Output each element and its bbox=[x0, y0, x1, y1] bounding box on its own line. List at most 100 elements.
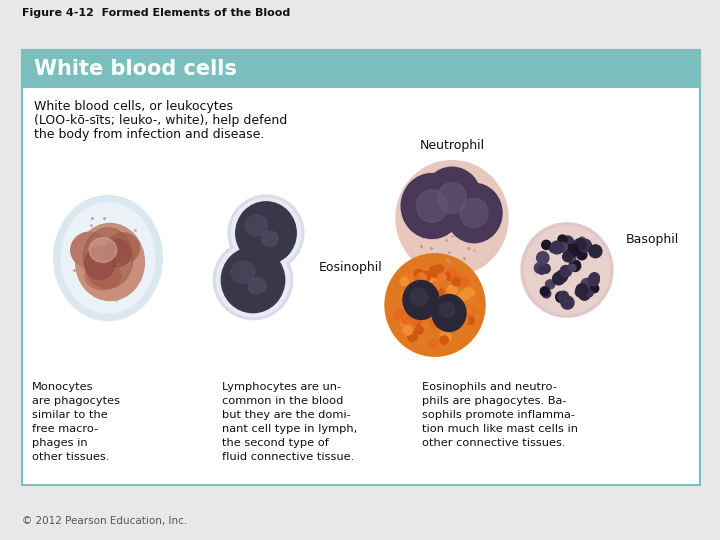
Circle shape bbox=[401, 318, 409, 326]
Ellipse shape bbox=[107, 233, 140, 263]
Circle shape bbox=[413, 318, 420, 326]
Circle shape bbox=[579, 239, 591, 252]
Circle shape bbox=[436, 265, 444, 273]
Ellipse shape bbox=[423, 167, 481, 229]
Circle shape bbox=[437, 273, 446, 282]
Circle shape bbox=[538, 266, 546, 274]
Circle shape bbox=[431, 282, 440, 291]
Circle shape bbox=[459, 292, 468, 300]
Circle shape bbox=[541, 240, 551, 249]
Ellipse shape bbox=[228, 195, 304, 271]
FancyBboxPatch shape bbox=[22, 50, 700, 88]
Ellipse shape bbox=[432, 294, 466, 332]
Circle shape bbox=[551, 241, 563, 254]
Ellipse shape bbox=[71, 232, 109, 268]
Circle shape bbox=[403, 326, 413, 335]
Circle shape bbox=[426, 288, 433, 295]
Circle shape bbox=[422, 272, 431, 281]
Circle shape bbox=[452, 278, 460, 286]
Ellipse shape bbox=[446, 183, 502, 242]
Ellipse shape bbox=[217, 244, 289, 316]
Circle shape bbox=[436, 318, 444, 328]
Circle shape bbox=[411, 288, 419, 296]
Circle shape bbox=[556, 271, 567, 282]
Ellipse shape bbox=[61, 203, 155, 313]
Ellipse shape bbox=[76, 224, 145, 300]
Circle shape bbox=[534, 262, 545, 273]
Circle shape bbox=[457, 315, 468, 326]
Ellipse shape bbox=[231, 261, 255, 283]
Circle shape bbox=[415, 336, 425, 345]
Circle shape bbox=[405, 272, 415, 282]
Circle shape bbox=[440, 325, 448, 332]
Circle shape bbox=[449, 267, 456, 274]
Circle shape bbox=[429, 318, 439, 328]
Circle shape bbox=[416, 273, 426, 283]
Circle shape bbox=[556, 292, 567, 302]
Circle shape bbox=[459, 315, 467, 323]
Circle shape bbox=[578, 237, 585, 244]
Circle shape bbox=[413, 276, 420, 284]
Ellipse shape bbox=[235, 202, 296, 264]
Circle shape bbox=[410, 314, 420, 324]
Circle shape bbox=[558, 235, 567, 244]
Text: Lymphocytes are un-
common in the blood
but they are the domi-
nant cell type in: Lymphocytes are un- common in the blood … bbox=[222, 382, 357, 462]
Circle shape bbox=[394, 309, 405, 321]
Ellipse shape bbox=[439, 302, 454, 318]
Circle shape bbox=[590, 273, 600, 283]
Circle shape bbox=[540, 287, 549, 296]
Circle shape bbox=[446, 271, 456, 280]
Circle shape bbox=[576, 284, 588, 296]
Circle shape bbox=[549, 245, 557, 252]
Text: the body from infection and disease.: the body from infection and disease. bbox=[34, 128, 264, 141]
Circle shape bbox=[546, 280, 554, 289]
Circle shape bbox=[569, 264, 576, 271]
Circle shape bbox=[577, 249, 587, 260]
Circle shape bbox=[558, 242, 567, 252]
Circle shape bbox=[459, 276, 468, 286]
Circle shape bbox=[574, 239, 586, 251]
Circle shape bbox=[408, 332, 418, 341]
Ellipse shape bbox=[53, 195, 163, 321]
Circle shape bbox=[464, 307, 472, 314]
Circle shape bbox=[400, 277, 408, 286]
Ellipse shape bbox=[85, 246, 115, 280]
Ellipse shape bbox=[396, 160, 508, 275]
Circle shape bbox=[562, 236, 574, 248]
Circle shape bbox=[400, 277, 411, 288]
Circle shape bbox=[469, 298, 476, 305]
Text: White blood cells: White blood cells bbox=[34, 59, 237, 79]
Ellipse shape bbox=[521, 223, 613, 317]
Circle shape bbox=[447, 285, 457, 295]
Text: White blood cells, or leukocytes: White blood cells, or leukocytes bbox=[34, 100, 233, 113]
Circle shape bbox=[429, 340, 437, 348]
Circle shape bbox=[575, 288, 585, 297]
Ellipse shape bbox=[438, 183, 467, 213]
FancyBboxPatch shape bbox=[22, 50, 700, 485]
Ellipse shape bbox=[524, 226, 610, 314]
Text: Eosinophil: Eosinophil bbox=[318, 261, 382, 274]
Ellipse shape bbox=[221, 247, 284, 313]
Text: Figure 4-12  Formed Elements of the Blood: Figure 4-12 Formed Elements of the Blood bbox=[22, 8, 290, 18]
Circle shape bbox=[451, 273, 460, 282]
Circle shape bbox=[400, 323, 409, 332]
Circle shape bbox=[590, 285, 599, 293]
Ellipse shape bbox=[460, 198, 488, 228]
Circle shape bbox=[400, 292, 408, 300]
Circle shape bbox=[541, 264, 550, 273]
Circle shape bbox=[414, 269, 424, 279]
Circle shape bbox=[463, 288, 474, 299]
Circle shape bbox=[563, 252, 572, 261]
Ellipse shape bbox=[261, 231, 279, 246]
Text: Neutrophil: Neutrophil bbox=[420, 139, 485, 152]
Circle shape bbox=[579, 289, 590, 300]
Circle shape bbox=[588, 275, 599, 286]
Circle shape bbox=[561, 296, 574, 309]
Circle shape bbox=[415, 326, 423, 334]
Ellipse shape bbox=[401, 173, 463, 239]
Ellipse shape bbox=[231, 198, 301, 268]
Circle shape bbox=[411, 276, 423, 288]
Text: Basophil: Basophil bbox=[626, 233, 679, 246]
Ellipse shape bbox=[89, 238, 117, 262]
Ellipse shape bbox=[213, 240, 292, 320]
